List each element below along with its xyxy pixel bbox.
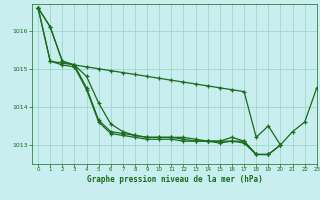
X-axis label: Graphe pression niveau de la mer (hPa): Graphe pression niveau de la mer (hPa) [86, 175, 262, 184]
